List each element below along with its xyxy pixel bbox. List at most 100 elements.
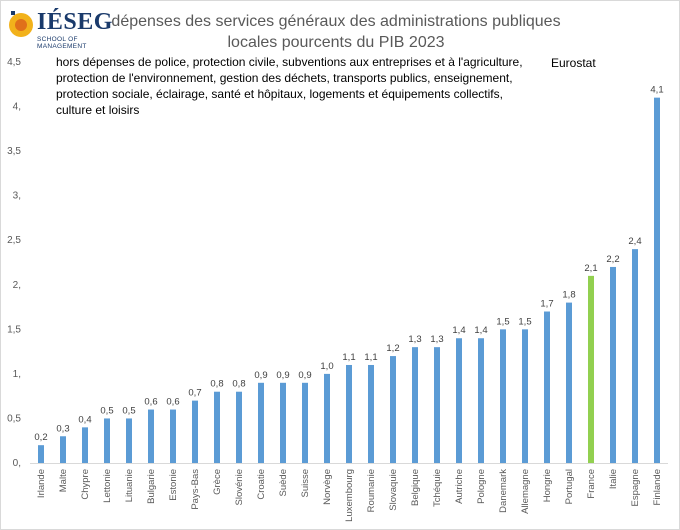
bar	[478, 338, 484, 463]
data-label: 1,8	[562, 290, 575, 301]
bar	[302, 382, 308, 463]
bar	[434, 347, 440, 463]
data-label: 1,3	[430, 334, 443, 345]
bar	[500, 329, 506, 463]
y-axis: 0, 0,5 1, 1,5 2, 2,5 3, 3,5 4, 4,5	[7, 57, 21, 469]
data-label: 0,4	[78, 414, 91, 425]
x-tick-label: Pays-Bas	[190, 469, 201, 510]
bar	[368, 364, 374, 463]
ieseg-emblem-icon	[9, 11, 33, 37]
ieseg-logo: IÉSEG SCHOOL OF MANAGEMENT	[7, 7, 112, 50]
data-label: 0,5	[100, 405, 113, 416]
data-label: 0,5	[122, 405, 135, 416]
x-tick-label: Roumanie	[366, 469, 377, 512]
bar	[566, 302, 572, 463]
bar	[324, 373, 330, 463]
data-label: 0,6	[166, 397, 179, 408]
bar	[412, 347, 418, 463]
data-label: 1,4	[474, 325, 487, 336]
data-label: 1,5	[496, 316, 509, 327]
x-tick-label: Suisse	[300, 469, 311, 498]
bar	[104, 418, 110, 463]
data-label: 0,9	[276, 370, 289, 381]
y-tick-label: 2,5	[7, 235, 21, 246]
y-tick-label: 2,	[13, 280, 21, 291]
bar	[38, 445, 44, 463]
x-tick-label: Slovénie	[234, 469, 245, 505]
x-tick-label: Slovaquie	[388, 469, 399, 511]
bar	[632, 249, 638, 463]
bar	[170, 409, 176, 463]
y-tick-label: 1,	[13, 369, 21, 380]
x-tick-label: Chypre	[80, 469, 91, 500]
logo-subtext: SCHOOL OF MANAGEMENT	[37, 36, 87, 50]
bar	[258, 382, 264, 463]
data-labels: 0,2 0,3 0,4 0,5 0,5 0,6 0,6 0,7 0,8 0,8 0,9 0,9 0,9 1…	[34, 85, 663, 444]
x-tick-label: Norvège	[322, 469, 333, 505]
x-tick-label: France	[586, 469, 597, 499]
x-axis: Irlande Malte Chypre Lettonie Lituanie Bulgar…	[30, 463, 668, 522]
data-label: 2,2	[606, 254, 619, 265]
data-label: 0,2	[34, 432, 47, 443]
data-label: 1,7	[540, 299, 553, 310]
data-label: 0,6	[144, 397, 157, 408]
bar	[82, 427, 88, 463]
data-label: 0,9	[298, 370, 311, 381]
bar	[126, 418, 132, 463]
data-label: 0,8	[210, 379, 223, 390]
x-tick-label: Grèce	[212, 469, 223, 495]
chart-title: dépenses des services généraux des admin…	[111, 13, 561, 51]
x-tick-label: Espagne	[630, 469, 641, 507]
bar	[544, 311, 550, 463]
x-tick-label: Estonie	[168, 469, 179, 501]
chart-subtitle: hors dépenses de police, protection civi…	[56, 55, 523, 117]
x-tick-label: Tchéquie	[432, 469, 443, 507]
data-label: 1,1	[364, 352, 377, 363]
y-tick-label: 4,	[13, 102, 21, 113]
bar	[522, 329, 528, 463]
data-label: 2,4	[628, 236, 641, 247]
x-tick-label: Hongrie	[542, 469, 553, 502]
bars	[38, 97, 660, 464]
y-tick-label: 3,	[13, 191, 21, 202]
bar	[214, 391, 220, 463]
x-tick-label: Belgique	[410, 469, 421, 506]
data-label: 1,1	[342, 352, 355, 363]
x-tick-label: Finlande	[652, 469, 663, 505]
chart-source: Eurostat	[551, 56, 596, 70]
data-label: 0,8	[232, 379, 245, 390]
bar	[192, 400, 198, 463]
bar	[236, 391, 242, 463]
y-tick-label: 3,5	[7, 146, 21, 157]
x-tick-label: Luxembourg	[344, 469, 355, 522]
bar	[346, 364, 352, 463]
data-label: 0,7	[188, 388, 201, 399]
x-tick-label: Malte	[58, 469, 69, 492]
data-label: 4,1	[650, 85, 663, 96]
bar	[610, 266, 616, 463]
data-label: 1,4	[452, 325, 465, 336]
bar	[588, 275, 594, 463]
y-tick-label: 1,5	[7, 324, 21, 335]
data-label: 2,1	[584, 263, 597, 274]
y-tick-label: 0,5	[7, 413, 21, 424]
x-tick-label: Danemark	[498, 469, 509, 513]
bar	[148, 409, 154, 463]
x-tick-label: Lettonie	[102, 469, 113, 503]
x-tick-label: Lituanie	[124, 469, 135, 502]
y-tick-label: 0,	[13, 458, 21, 469]
x-tick-label: Suède	[278, 469, 289, 496]
data-label: 1,3	[408, 334, 421, 345]
data-label: 1,2	[386, 343, 399, 354]
y-tick-label: 4,5	[7, 57, 21, 68]
x-tick-label: Croatie	[256, 469, 267, 500]
x-tick-label: Portugal	[564, 469, 575, 504]
data-label: 1,0	[320, 361, 333, 372]
data-label: 1,5	[518, 316, 531, 327]
x-tick-label: Allemagne	[520, 469, 531, 514]
bar	[60, 436, 66, 463]
bar	[456, 338, 462, 463]
logo-wordmark: IÉSEG	[37, 9, 113, 35]
bar	[280, 382, 286, 463]
